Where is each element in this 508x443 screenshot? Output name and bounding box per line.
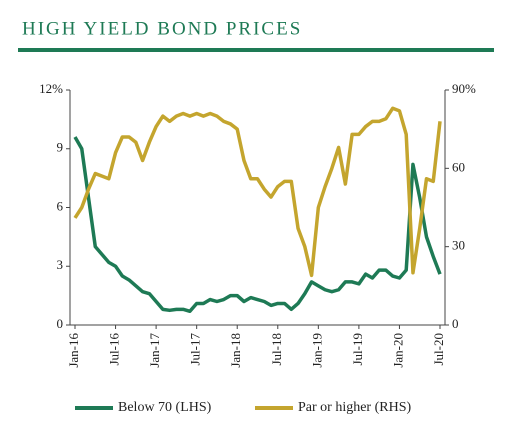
x-tick-label: Jul-16: [107, 333, 122, 366]
legend-label: Par or higher (RHS): [298, 400, 411, 415]
y-tick-label: 0: [57, 316, 64, 331]
title-rule: [18, 48, 494, 52]
chart-title: HIGH YIELD BOND PRICES: [22, 18, 302, 39]
y2-tick-label: 60: [452, 159, 465, 174]
y2-tick-label: 30: [452, 238, 465, 253]
x-tick-label: Jan-16: [66, 333, 81, 368]
x-tick-label: Jul-20: [431, 333, 446, 366]
y-tick-label: 6: [57, 198, 64, 213]
x-tick-label: Jul-17: [188, 333, 203, 366]
series-line: [73, 136, 442, 314]
series-line: [73, 106, 442, 278]
x-tick-label: Jan-19: [309, 333, 324, 368]
y2-tick-label: 90%: [452, 81, 476, 96]
legend-label: Below 70 (LHS): [118, 400, 212, 415]
y-tick-label: 9: [57, 140, 64, 155]
x-tick-label: Jan-18: [228, 333, 243, 368]
y2-tick-label: 0: [452, 316, 459, 331]
x-tick-label: Jul-19: [350, 333, 365, 366]
y-tick-label: 3: [57, 257, 64, 272]
y-tick-label: 12%: [39, 81, 63, 96]
x-tick-label: Jan-17: [147, 333, 162, 368]
x-tick-label: Jan-20: [390, 333, 405, 368]
x-tick-label: Jul-18: [269, 333, 284, 366]
